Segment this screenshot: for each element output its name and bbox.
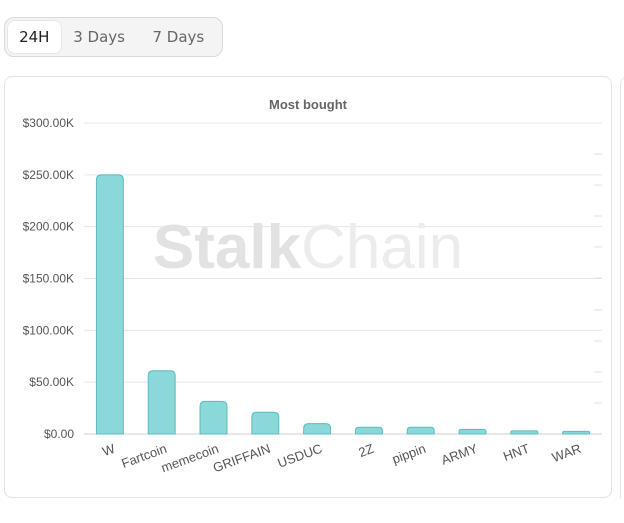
- y-tick-label: $250.00K: [23, 168, 74, 182]
- y-tick-label: $50.00K: [29, 375, 74, 389]
- bar-pippin[interactable]: [406, 426, 435, 435]
- watermark: StalkChain: [153, 213, 463, 282]
- bar-griffain[interactable]: [251, 411, 280, 435]
- svg-text:StalkChain: StalkChain: [153, 213, 463, 282]
- bar-usduc[interactable]: [303, 423, 332, 435]
- tab-24h[interactable]: 24H: [8, 21, 61, 53]
- x-tick-label: GRIFFAIN: [211, 441, 272, 476]
- y-tick-label: $300.00K: [23, 116, 74, 130]
- x-tick-label: HNT: [501, 441, 531, 464]
- bar-fartcoin[interactable]: [147, 370, 176, 435]
- bar-army[interactable]: [458, 428, 487, 435]
- bars: [95, 174, 591, 435]
- x-tick-label: pippin: [390, 441, 428, 467]
- bar-war[interactable]: [562, 430, 591, 435]
- y-tick-label: $150.00K: [23, 272, 74, 286]
- watermark-strong: Stalk: [153, 213, 302, 282]
- x-tick-label: USDUC: [276, 441, 325, 471]
- chart-title: Most bought: [269, 97, 348, 112]
- tab-7-days[interactable]: 7 Days: [152, 28, 205, 46]
- x-tick-label: memecoin: [159, 441, 220, 476]
- watermark-light: Chain: [301, 213, 463, 282]
- tab-3-days[interactable]: 3 Days: [73, 28, 125, 46]
- y-axis-ticks: $0.00 $50.00K $100.00K $150.00K $200.00K $250…: [23, 116, 75, 441]
- y-tick-label: $100.00K: [23, 323, 74, 337]
- adjacent-chart-ticks: [594, 153, 602, 404]
- time-range-selector: 24H 3 Days 7 Days: [4, 17, 223, 57]
- x-tick-label: ARMY: [439, 441, 480, 468]
- x-tick-label: 2Z: [357, 441, 376, 460]
- bar-w[interactable]: [95, 174, 124, 435]
- bar-hnt[interactable]: [510, 430, 539, 435]
- x-tick-label: W: [100, 440, 117, 459]
- bar-2z[interactable]: [354, 426, 383, 435]
- y-tick-label: $0.00: [44, 427, 74, 441]
- x-tick-label: WAR: [550, 441, 583, 465]
- y-tick-label: $200.00K: [23, 220, 74, 234]
- bar-memecoin[interactable]: [199, 400, 228, 435]
